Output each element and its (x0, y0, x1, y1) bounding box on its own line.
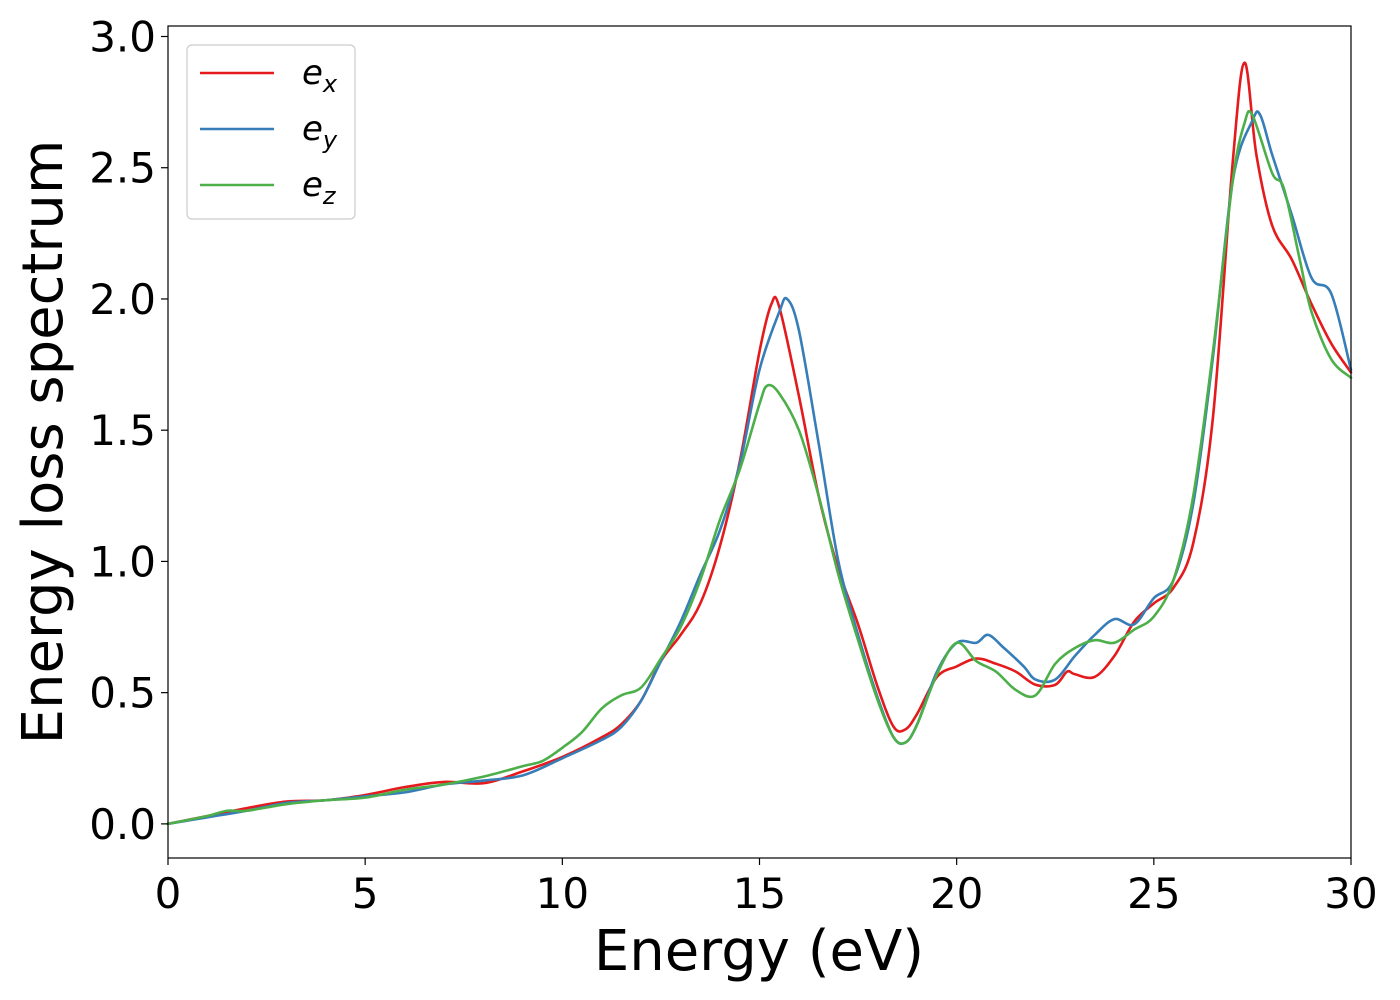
y-tick-label: 2.5 (89, 144, 156, 193)
y-tick-label: 0.5 (89, 669, 156, 718)
y-tick-label: 1.0 (89, 537, 156, 586)
x-tick-label: 10 (536, 869, 589, 918)
x-tick-label: 25 (1127, 869, 1180, 918)
series-line-ex (166, 61, 1353, 826)
x-tick-label: 15 (733, 869, 786, 918)
series-lines (166, 61, 1353, 826)
legend-box (186, 44, 356, 220)
x-tick-label: 5 (352, 869, 379, 918)
y-tick-label: 3.0 (89, 12, 156, 61)
x-tick-label: 30 (1324, 869, 1377, 918)
x-tick-label: 20 (930, 869, 983, 918)
y-tick-label: 0.0 (89, 800, 156, 849)
plot-area (168, 26, 1351, 858)
x-axis-label: Energy (eV) (594, 919, 924, 984)
y-tick-label: 1.5 (89, 406, 156, 455)
series-line-ez (166, 109, 1353, 826)
y-tick-label: 2.0 (89, 275, 156, 324)
x-axis-ticks: 0 5 10 15 20 25 30 (155, 858, 1378, 918)
y-axis-ticks: 0.0 0.5 1.0 1.5 2.0 2.5 3.0 (89, 12, 168, 849)
y-axis-label: Energy loss spectrum (11, 140, 76, 745)
x-tick-label: 0 (155, 869, 182, 918)
